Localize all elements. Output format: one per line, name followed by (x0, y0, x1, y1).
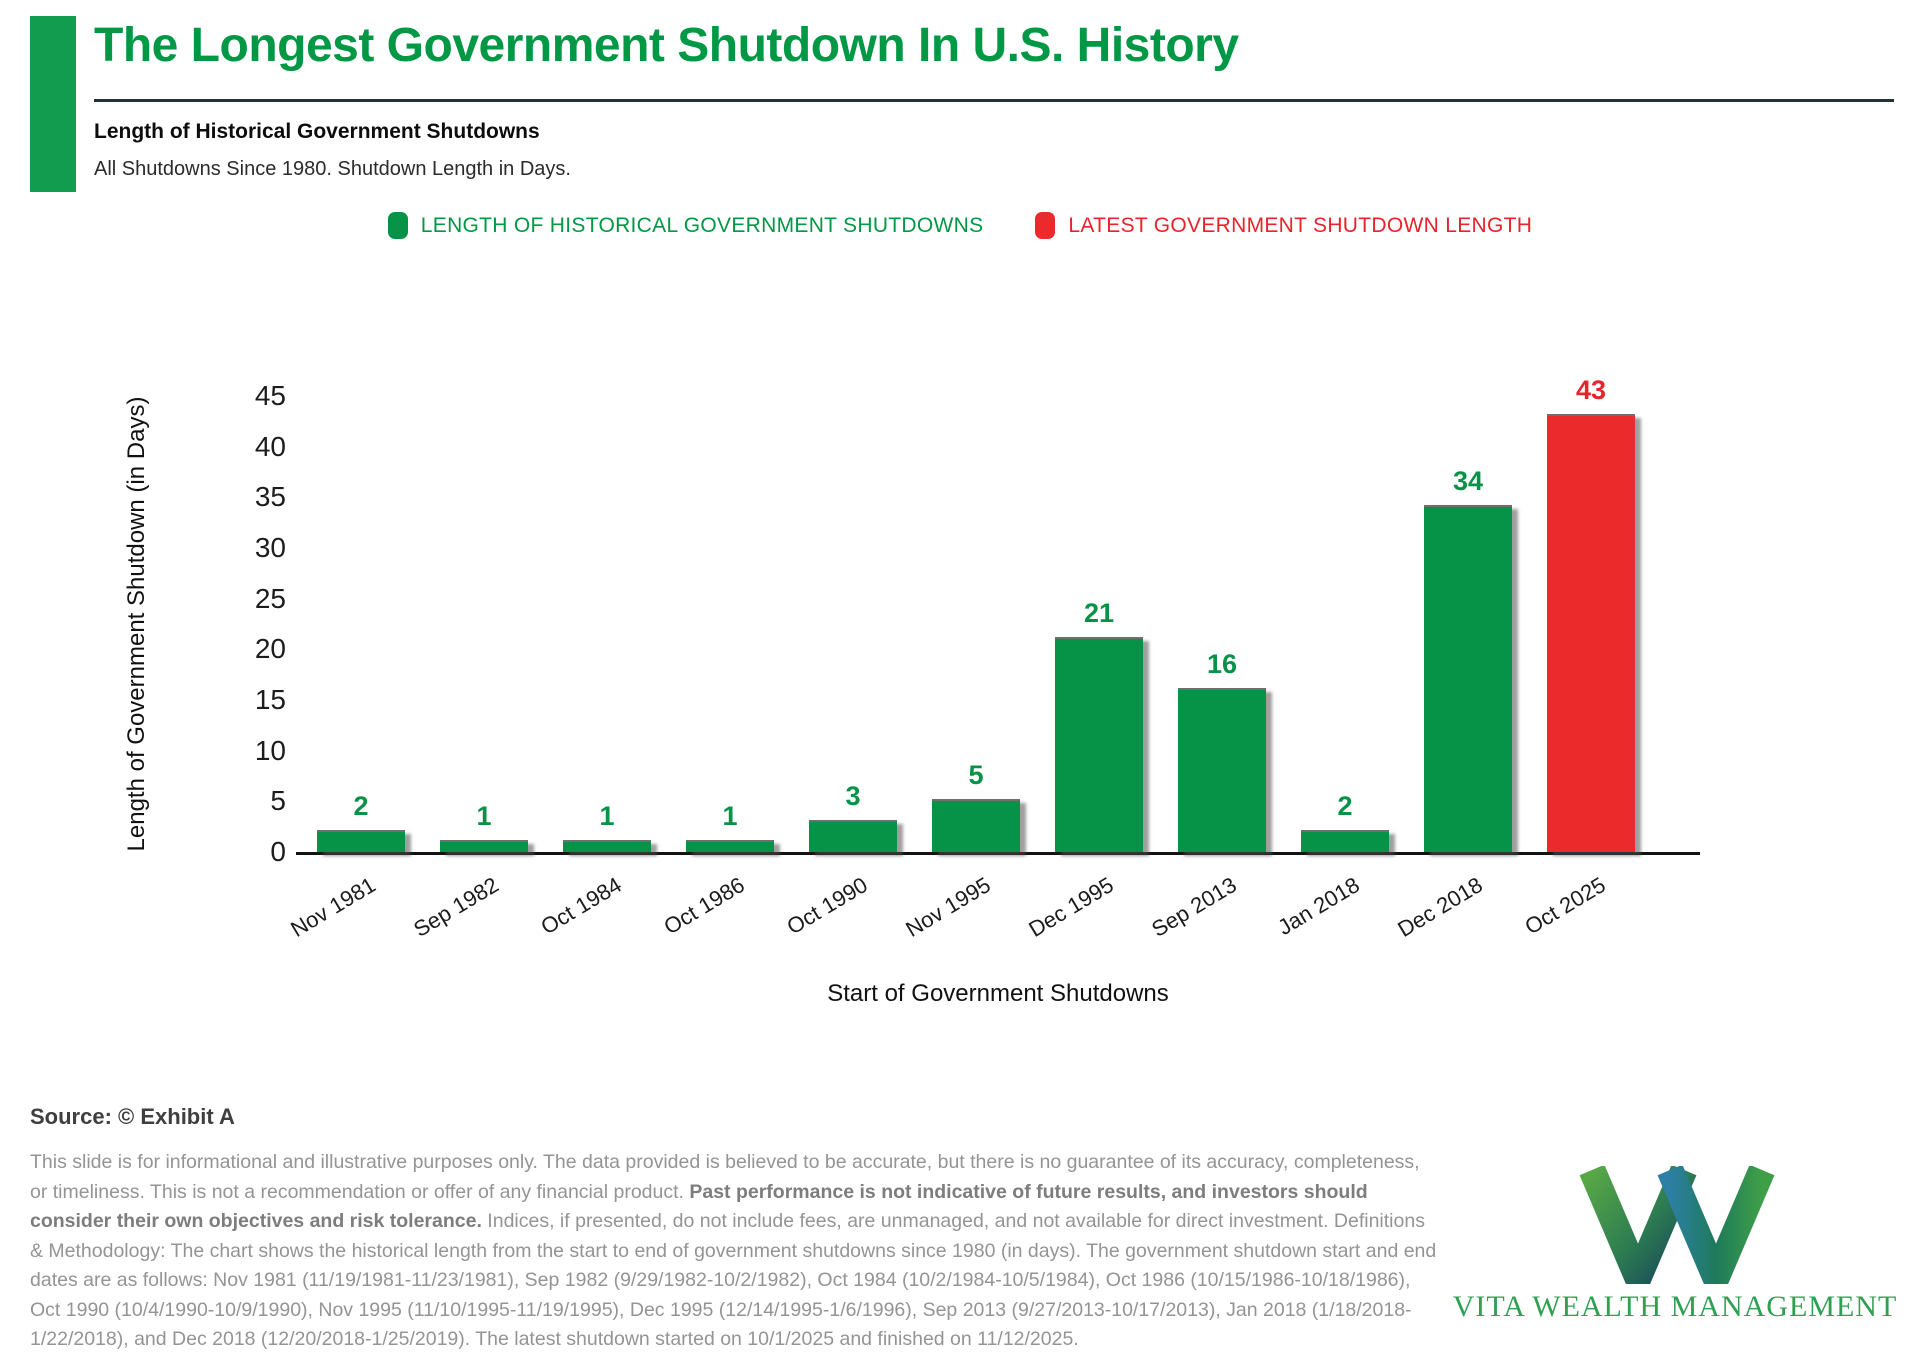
bar-value-label: 2 (353, 791, 369, 821)
legend-marker-green-icon (387, 212, 408, 239)
bar-oct-1990 (809, 820, 897, 852)
y-axis-ticks: 0 5 10 15 20 25 30 35 40 45 (150, 381, 286, 867)
bar-sep-2013 (1178, 688, 1266, 852)
bar-value-label: 16 (1206, 649, 1238, 679)
y-tick-label: 40 (254, 430, 286, 462)
x-axis-title: Start of Government Shutdowns (827, 980, 1169, 1007)
bar-nov-1995 (932, 799, 1020, 852)
logo-text: VITA WEALTH MANAGEMENT (1452, 1290, 1898, 1323)
bar-value-label: 21 (1083, 598, 1115, 628)
bar-oct-2025 (1547, 414, 1635, 852)
legend-item-historical: LENGTH OF HISTORICAL GOVERNMENT SHUTDOWN… (387, 212, 984, 239)
bar-sep-1982 (440, 840, 528, 852)
y-tick-label: 10 (254, 734, 286, 766)
y-tick-label: 0 (270, 836, 286, 867)
bar-dec-1995 (1055, 637, 1143, 852)
header-divider (94, 99, 1894, 102)
legend-label-latest: LATEST GOVERNMENT SHUTDOWN LENGTH (1068, 213, 1533, 237)
chart-subtitle: Length of Historical Government Shutdown… (94, 120, 540, 143)
bar-value-label: 43 (1575, 375, 1607, 405)
disclaimer-pre: This slide is for informational and illu… (30, 1151, 1420, 1203)
y-tick-label: 25 (254, 582, 286, 614)
y-tick-label: 45 (254, 380, 286, 411)
chart-legend: LENGTH OF HISTORICAL GOVERNMENT SHUTDOWN… (0, 212, 1920, 239)
bar-oct-1984 (563, 840, 651, 852)
y-tick-label: 5 (270, 785, 286, 817)
bar-value-label: 3 (845, 781, 861, 811)
bar-value-label: 1 (476, 801, 492, 831)
vita-wealth-management-logo: VITA WEALTH MANAGEMENT (1452, 1166, 1898, 1324)
legend-item-latest: LATEST GOVERNMENT SHUTDOWN LENGTH (1035, 212, 1532, 239)
chart-tagline: All Shutdowns Since 1980. Shutdown Lengt… (94, 158, 571, 180)
bar-dec-2018 (1424, 505, 1512, 852)
bar-chart-plot-area: 2 1 1 1 3 5 21 16 2 34 43 (296, 375, 1700, 855)
y-axis-title: Length of Government Shutdown (in Days) (123, 396, 150, 852)
disclaimer-bold: Past performance is not indicative of fu… (30, 1180, 1368, 1233)
legend-marker-red-icon (1035, 212, 1056, 239)
y-tick-label: 35 (254, 481, 286, 513)
disclaimer-text: This slide is for informational and illu… (30, 1148, 1442, 1355)
bar-value-label: 1 (722, 801, 738, 831)
source-attribution: Source: © Exhibit A (30, 1104, 235, 1129)
bar-value-label: 1 (599, 801, 615, 831)
page-title: The Longest Government Shutdown In U.S. … (94, 19, 1239, 72)
logo-w-icon (1579, 1166, 1775, 1284)
green-accent-bar (30, 16, 76, 192)
bar-value-label: 34 (1452, 466, 1484, 496)
bar-value-label: 2 (1337, 791, 1353, 821)
y-tick-label: 20 (254, 633, 286, 665)
legend-label-historical: LENGTH OF HISTORICAL GOVERNMENT SHUTDOWN… (420, 213, 984, 237)
disclaimer-post: Indices, if presented, do not include fe… (30, 1210, 1437, 1350)
bar-jan-2018 (1301, 830, 1389, 852)
bar-nov-1981 (317, 830, 405, 852)
bar-value-label: 5 (968, 760, 984, 790)
y-tick-label: 15 (254, 684, 286, 715)
y-tick-label: 30 (254, 532, 286, 563)
bar-oct-1986 (686, 840, 774, 852)
